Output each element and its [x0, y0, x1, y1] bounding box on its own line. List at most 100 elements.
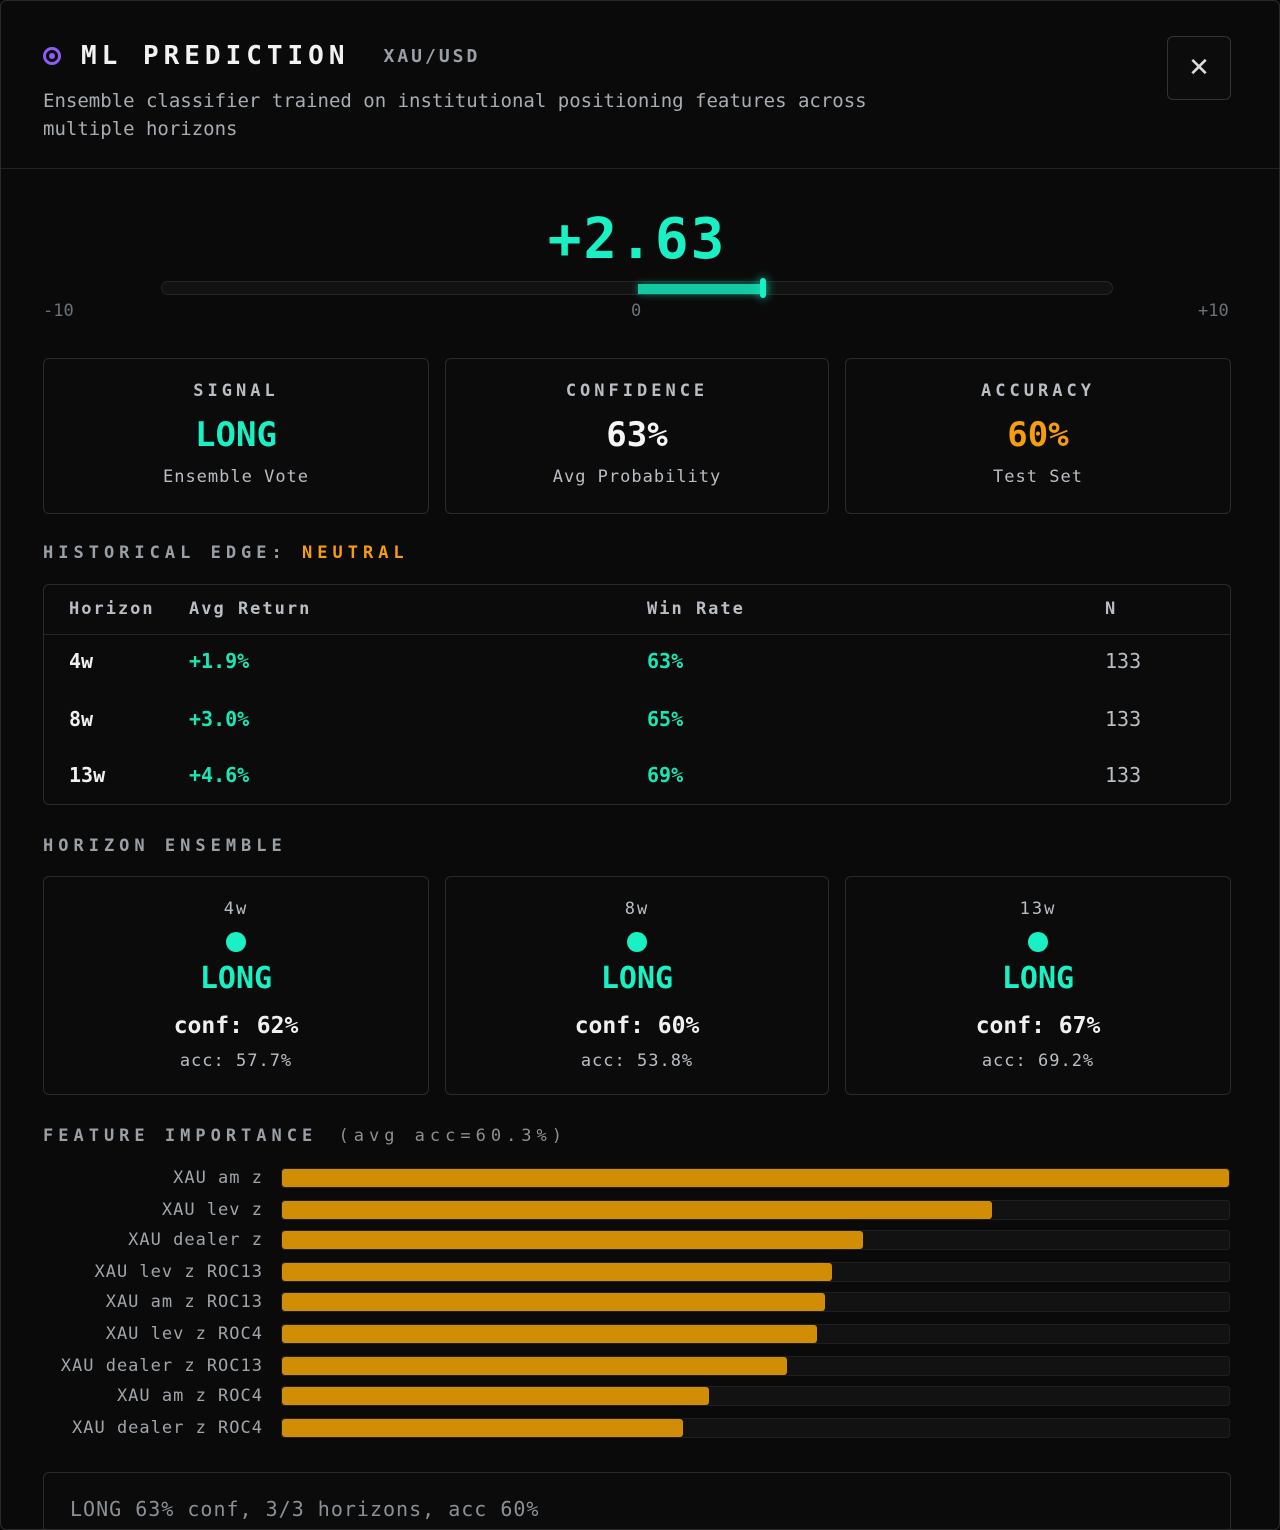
win-rate-cell: 63% — [647, 649, 684, 673]
signal-sub: Ensemble Vote — [162, 467, 310, 487]
horizon-confidence: conf: 60% — [574, 1013, 700, 1039]
feature-bar-track — [281, 1262, 1230, 1282]
n-cell: 133 — [1105, 707, 1142, 731]
avg-return-cell: +1.9% — [189, 649, 250, 673]
table-header: Horizon Avg Return Win Rate N — [44, 585, 1230, 635]
signal-dot-icon — [1028, 932, 1048, 952]
horizon-accuracy: acc: 57.7% — [179, 1051, 293, 1071]
title-row: ML PREDICTION XAU/USD — [43, 41, 480, 71]
signal-dot-icon — [627, 932, 647, 952]
feature-bar-track — [281, 1230, 1230, 1250]
summary-panel: LONG 63% conf, 3/3 horizons, acc 60% — [43, 1472, 1231, 1529]
horizon-accuracy: acc: 69.2% — [981, 1051, 1095, 1071]
status-dot-icon — [43, 47, 61, 65]
feature-bar — [282, 1201, 993, 1219]
feature-row: XAU dealer z ROC13 — [1, 1356, 1279, 1378]
feature-importance-title: FEATURE IMPORTANCE — [43, 1126, 318, 1146]
close-button[interactable]: ✕ — [1167, 36, 1231, 100]
table-row: 8w +3.0% 65% 133 — [44, 693, 1230, 749]
gauge-max-label: +10 — [1198, 301, 1229, 321]
confidence-value: 63% — [606, 415, 668, 455]
column-header-horizon: Horizon — [69, 599, 155, 619]
feature-bar — [282, 1231, 863, 1249]
feature-bar-track — [281, 1386, 1230, 1406]
horizon-confidence: conf: 62% — [173, 1013, 299, 1039]
horizon-label: 8w — [624, 899, 650, 919]
gauge-mid-label: 0 — [631, 301, 642, 321]
horizon-card: 4w LONG conf: 62% acc: 57.7% — [43, 876, 429, 1095]
accuracy-card: ACCURACY 60% Test Set — [845, 358, 1231, 514]
historical-edge-status: NEUTRAL — [302, 543, 409, 563]
feature-row: XAU am z ROC4 — [1, 1386, 1279, 1408]
horizon-accuracy: acc: 53.8% — [580, 1051, 694, 1071]
n-cell: 133 — [1105, 763, 1142, 787]
n-cell: 133 — [1105, 649, 1142, 673]
feature-label: XAU am z ROC4 — [116, 1386, 263, 1406]
historical-edge-title: HISTORICAL EDGE: — [43, 543, 287, 563]
feature-bar-track — [281, 1324, 1230, 1344]
feature-bar-track — [281, 1356, 1230, 1376]
feature-label: XAU am z — [173, 1168, 263, 1188]
confidence-sub: Avg Probability — [552, 467, 722, 487]
feature-bar — [282, 1357, 787, 1375]
feature-label: XAU dealer z — [128, 1230, 263, 1250]
feature-label: XAU lev z ROC4 — [105, 1324, 263, 1344]
score-gauge — [161, 278, 1113, 298]
accuracy-sub: Test Set — [993, 467, 1083, 487]
historical-edge-heading: HISTORICAL EDGE: NEUTRAL — [43, 543, 409, 563]
feature-label: XAU am z ROC13 — [105, 1292, 263, 1312]
horizon-confidence: conf: 67% — [975, 1013, 1101, 1039]
feature-bar-track — [281, 1292, 1230, 1312]
feature-bar — [282, 1169, 1229, 1187]
column-header-n: N — [1105, 599, 1118, 619]
feature-label: XAU dealer z ROC4 — [72, 1418, 263, 1438]
feature-row: XAU lev z — [1, 1200, 1279, 1222]
feature-bar — [282, 1325, 818, 1343]
instrument-pair: XAU/USD — [383, 45, 481, 67]
close-icon: ✕ — [1188, 53, 1210, 83]
feature-label: XAU lev z ROC13 — [94, 1262, 263, 1282]
horizon-cell: 13w — [69, 763, 106, 787]
horizon-card: 8w LONG conf: 60% acc: 53.8% — [445, 876, 829, 1095]
feature-label: XAU lev z — [161, 1200, 263, 1220]
confidence-card: CONFIDENCE 63% Avg Probability — [445, 358, 829, 514]
modal-description: Ensemble classifier trained on instituti… — [43, 90, 867, 140]
feature-bar — [282, 1293, 825, 1311]
avg-return-cell: +4.6% — [189, 763, 250, 787]
feature-bar-track — [281, 1200, 1230, 1220]
gauge-min-label: -10 — [43, 301, 74, 321]
feature-label: XAU dealer z ROC13 — [60, 1356, 263, 1376]
table-row: 4w +1.9% 63% 133 — [44, 635, 1230, 691]
horizon-label: 13w — [1019, 899, 1057, 919]
accuracy-label: ACCURACY — [981, 381, 1095, 401]
prediction-score: +2.63 — [547, 207, 727, 272]
confidence-label: CONFIDENCE — [565, 381, 709, 401]
signal-dot-icon — [226, 932, 246, 952]
feature-bar — [282, 1263, 833, 1281]
feature-bar-track — [281, 1418, 1230, 1438]
feature-importance-subtitle: (avg acc=60.3%) — [338, 1126, 568, 1146]
feature-row: XAU dealer z — [1, 1230, 1279, 1252]
modal-title: ML PREDICTION — [81, 41, 350, 71]
signal-value: LONG — [195, 415, 277, 455]
feature-row: XAU am z ROC13 — [1, 1292, 1279, 1314]
win-rate-cell: 65% — [647, 707, 684, 731]
horizon-signal: LONG — [199, 961, 273, 996]
horizon-label: 4w — [223, 899, 249, 919]
summary-text: LONG 63% conf, 3/3 horizons, acc 60% — [70, 1497, 540, 1521]
avg-return-cell: +3.0% — [189, 707, 250, 731]
feature-row: XAU lev z ROC4 — [1, 1324, 1279, 1346]
horizon-ensemble-heading: HORIZON ENSEMBLE — [43, 836, 287, 856]
feature-bar — [282, 1419, 683, 1437]
feature-bar-track — [281, 1168, 1230, 1188]
feature-row: XAU lev z ROC13 — [1, 1262, 1279, 1284]
horizon-cell: 4w — [69, 649, 94, 673]
column-header-avg-return: Avg Return — [189, 599, 312, 619]
column-header-win-rate: Win Rate — [647, 599, 745, 619]
horizon-signal: LONG — [600, 961, 674, 996]
accuracy-value: 60% — [1007, 415, 1069, 455]
feature-row: XAU am z — [1, 1168, 1279, 1190]
score-gauge-fill — [638, 284, 764, 294]
table-row: 13w +4.6% 69% 133 — [44, 749, 1230, 805]
